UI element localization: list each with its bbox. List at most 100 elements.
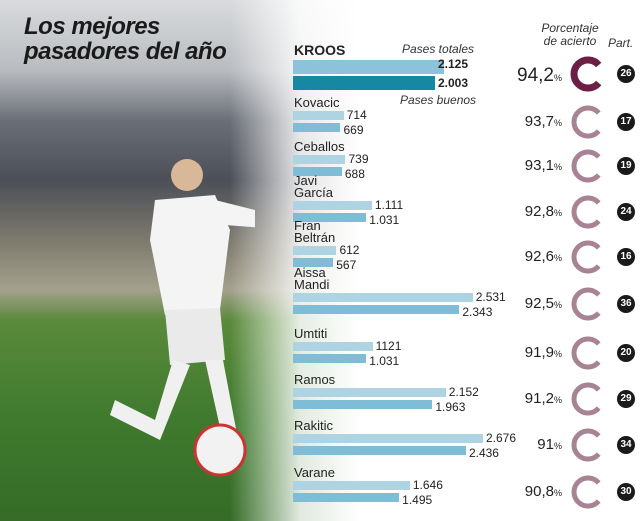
player-name: Ramos	[294, 372, 336, 387]
value-pases-totales: 2.676	[485, 431, 517, 445]
bar-pases-buenos	[293, 258, 334, 267]
bar-pases-totales	[293, 293, 473, 302]
header-pases-totales: Pases totales	[402, 42, 475, 56]
player-name: Ceballos	[294, 139, 345, 154]
accuracy-arc	[571, 240, 601, 274]
value-pases-buenos: 2.003	[438, 76, 469, 90]
percentage-label: 94,2%	[492, 65, 562, 87]
value-pases-buenos: 2.436	[468, 446, 499, 460]
accuracy-ring	[571, 428, 601, 462]
page-title: Los mejores pasadores del año	[24, 13, 227, 65]
value-pases-totales: 2.531	[475, 290, 506, 304]
bar-pases-totales	[293, 388, 446, 397]
matches-badge: 30	[617, 483, 635, 501]
header-porcentaje: Porcentaje de acierto	[541, 21, 599, 48]
percentage-value: 94,2	[517, 65, 554, 86]
player-name: Varane	[294, 465, 335, 480]
accuracy-arc	[571, 428, 601, 462]
bar-pases-buenos	[293, 76, 436, 90]
matches-badge: 19	[617, 157, 635, 175]
percent-sign: %	[553, 395, 562, 405]
percentage-value: 91,9	[524, 344, 554, 361]
accuracy-ring	[570, 56, 602, 92]
bar-pases-buenos	[293, 493, 400, 502]
matches-badge: 24	[617, 203, 635, 221]
accuracy-ring	[571, 195, 601, 229]
value-pases-buenos: 1.963	[435, 400, 466, 414]
accuracy-arc	[571, 475, 601, 509]
percentage-label: 92,5%	[492, 295, 562, 312]
header-partidos: Part.	[608, 36, 634, 50]
value-pases-buenos: 1.031	[369, 213, 400, 227]
value-pases-buenos: 688	[344, 167, 365, 181]
value-pases-totales: 1.646	[412, 478, 443, 492]
accuracy-arc	[571, 336, 601, 370]
value-pases-buenos: 567	[336, 258, 357, 272]
player-name: Javi García	[294, 173, 334, 200]
matches-badge: 16	[617, 248, 635, 266]
player-name: Aissa Mandi	[294, 265, 330, 292]
percent-sign: %	[553, 208, 562, 218]
accuracy-ring	[571, 382, 601, 416]
percent-sign: %	[553, 118, 562, 128]
player-illustration	[110, 159, 255, 477]
accuracy-ring	[571, 287, 601, 321]
header-pases-buenos: Pases buenos	[400, 93, 477, 107]
percentage-value: 91,2	[524, 390, 554, 407]
percentage-label: 92,6%	[492, 248, 562, 265]
accuracy-arc	[571, 195, 601, 229]
accuracy-arc	[571, 382, 601, 416]
accuracy-arc	[571, 287, 601, 321]
player-name: Fran Beltrán	[294, 218, 336, 245]
matches-badge: 20	[617, 344, 635, 362]
percent-sign: %	[553, 162, 562, 172]
player-name: KROOS	[294, 42, 346, 58]
bar-pases-buenos	[293, 400, 433, 409]
bar-pases-totales	[293, 246, 337, 255]
percentage-value: 92,6	[524, 248, 554, 265]
bar-pases-totales	[293, 481, 410, 490]
accuracy-arc	[571, 105, 601, 139]
bar-pases-totales	[293, 434, 483, 443]
bar-pases-totales	[293, 60, 444, 74]
percentage-value: 92,5	[524, 295, 554, 312]
accuracy-ring	[571, 149, 601, 183]
percentage-value: 93,1	[524, 157, 554, 174]
percentage-label: 93,1%	[492, 157, 562, 174]
percent-sign: %	[553, 488, 562, 498]
percentage-label: 91,9%	[492, 344, 562, 361]
value-pases-totales: 1.111	[374, 198, 404, 212]
accuracy-ring	[571, 240, 601, 274]
accuracy-arc	[570, 56, 602, 92]
bar-pases-buenos	[293, 167, 342, 176]
matches-badge: 34	[617, 436, 635, 454]
value-pases-totales: 1121	[375, 339, 402, 353]
bar-pases-buenos	[293, 305, 460, 314]
bar-pases-totales	[293, 111, 344, 120]
percent-sign: %	[553, 300, 562, 310]
player-name: Umtiti	[294, 326, 328, 341]
percentage-label: 92,8%	[492, 203, 562, 220]
value-pases-totales: 739	[348, 152, 369, 166]
bar-pases-totales	[293, 342, 373, 351]
value-pases-totales: 2.125	[438, 57, 469, 71]
matches-badge: 29	[617, 390, 635, 408]
percentage-value: 91	[537, 436, 554, 453]
accuracy-ring	[571, 336, 601, 370]
matches-badge: 26	[617, 65, 635, 83]
value-pases-totales: 612	[339, 243, 360, 257]
accuracy-arc	[571, 149, 601, 183]
percentage-value: 93,7	[524, 113, 554, 130]
percentage-label: 91,2%	[492, 390, 562, 407]
accuracy-ring	[571, 475, 601, 509]
player-name: Kovacic	[294, 95, 340, 110]
bar-pases-buenos	[293, 123, 341, 132]
percent-sign: %	[553, 73, 562, 83]
player-name: Rakitic	[294, 418, 334, 433]
bar-pases-buenos	[293, 446, 466, 455]
value-pases-buenos: 1.495	[402, 493, 433, 507]
percentage-label: 91%	[492, 436, 562, 453]
matches-badge: 36	[617, 295, 635, 313]
bar-pases-totales	[293, 155, 346, 164]
percent-sign: %	[553, 253, 562, 263]
